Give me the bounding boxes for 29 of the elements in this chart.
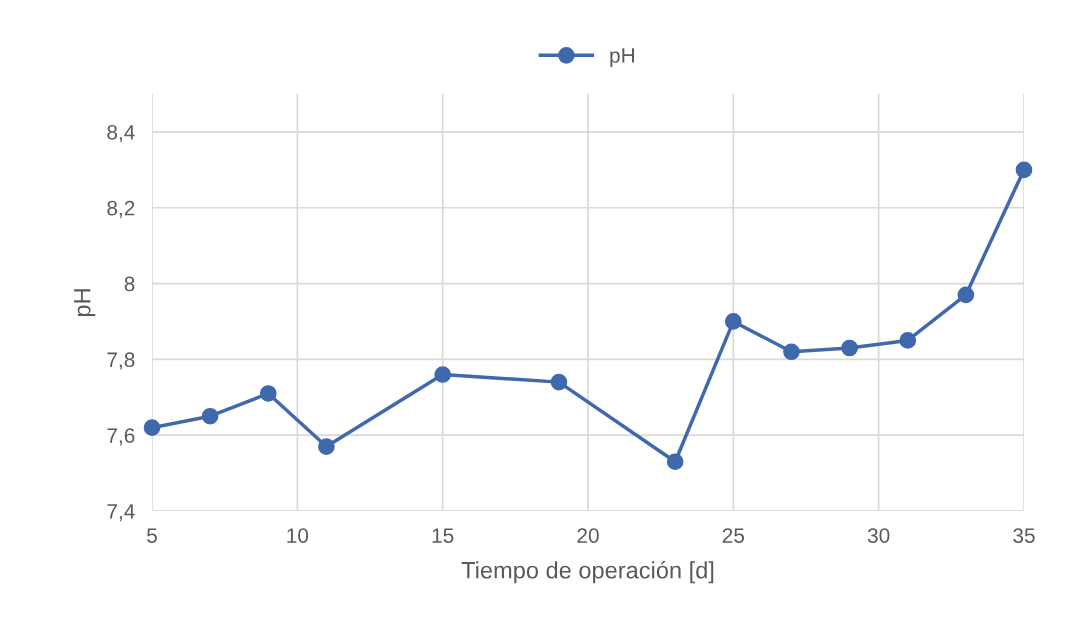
x-tick-label: 20: [577, 528, 599, 543]
x-tick-label: 15: [432, 528, 454, 543]
x-tick-label: 30: [867, 528, 890, 543]
y-axis-title: pH: [74, 289, 96, 317]
point: [666, 453, 684, 471]
y-tick-label: 8: [124, 276, 135, 292]
x-tick-label: 35: [1013, 528, 1035, 543]
x-axis-title: Tiempo de operación [d]: [461, 560, 714, 584]
y-tick-label: 7,4: [107, 504, 135, 522]
point: [1015, 161, 1033, 179]
point: [724, 313, 742, 330]
x-tick-label: 25: [722, 528, 745, 543]
x-tick-label: 5: [147, 528, 157, 543]
point: [434, 366, 452, 383]
legend-label: pH: [610, 48, 634, 67]
y-tick-label: 7,6: [107, 428, 135, 446]
point: [201, 407, 219, 425]
point: [841, 339, 858, 357]
y-tick-label: 7,8: [107, 352, 135, 370]
point: [899, 332, 917, 349]
point: [957, 286, 975, 304]
point: [783, 343, 800, 361]
point: [143, 419, 161, 436]
point: [259, 385, 277, 402]
point: [550, 373, 568, 391]
x-tick-label: 10: [287, 528, 309, 543]
point: [318, 438, 335, 455]
y-tick-label: 8,4: [107, 124, 135, 143]
y-tick-label: 8,2: [107, 200, 135, 218]
